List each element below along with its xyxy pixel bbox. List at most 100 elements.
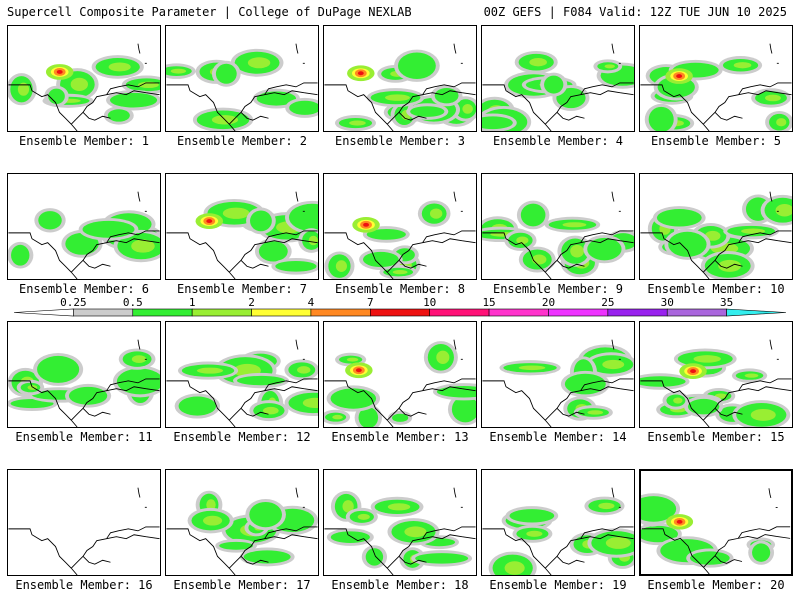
color-scale-label: 1: [189, 297, 196, 309]
scp-shading: [334, 49, 476, 131]
lake-outline: [453, 339, 463, 360]
coastline-border: [482, 230, 634, 279]
lake-outline: [611, 487, 621, 508]
coastline-border: [166, 230, 318, 279]
ensemble-member-label: Ensemble Member: 1: [18, 134, 150, 148]
ensemble-member-panel[interactable]: [7, 469, 161, 576]
color-scale-label: 10: [423, 297, 436, 309]
ensemble-member-panel[interactable]: [639, 173, 793, 280]
ensemble-member-panel[interactable]: [165, 469, 319, 576]
ensemble-member-panel[interactable]: [639, 469, 793, 576]
color-scale-label: 15: [482, 297, 495, 309]
lake-outline: [611, 191, 621, 212]
ensemble-member-panel[interactable]: [639, 321, 793, 428]
color-scale-label: 25: [601, 297, 614, 309]
coastline-border: [166, 526, 318, 575]
color-scale-swatch: [488, 308, 549, 317]
scp-shading: [195, 198, 318, 275]
ensemble-member-panel[interactable]: [323, 173, 477, 280]
lake-outline: [137, 487, 147, 508]
ensemble-member-label: Ensemble Member: 13: [331, 430, 469, 444]
valid-time-label: 00Z GEFS | F084 Valid: 12Z TUE JUN 10 20…: [483, 5, 787, 19]
lake-outline: [769, 339, 779, 360]
lake-outline: [769, 191, 779, 212]
coastline-border: [166, 82, 318, 131]
scp-map: [640, 191, 792, 279]
scp-map: [8, 43, 160, 131]
ensemble-member-label: Ensemble Member: 12: [173, 430, 311, 444]
color-scale-swatch: [191, 308, 252, 317]
ensemble-member-panel[interactable]: [639, 25, 793, 132]
ensemble-member-label: Ensemble Member: 15: [647, 430, 785, 444]
ensemble-member-label: Ensemble Member: 2: [176, 134, 308, 148]
color-scale-label: 20: [542, 297, 555, 309]
scp-map: [482, 43, 634, 131]
scp-shading: [326, 490, 473, 571]
lake-outline: [768, 488, 778, 509]
color-scale-swatch: [666, 308, 727, 317]
lake-outline: [295, 339, 305, 360]
coastline-border: [8, 526, 160, 575]
ensemble-member-label: Ensemble Member: 17: [173, 578, 311, 592]
coastline-border: [640, 378, 792, 427]
color-scale-swatch: [132, 308, 193, 317]
page-title: Supercell Composite Parameter | College …: [7, 5, 412, 19]
scp-shading: [644, 56, 792, 131]
scp-map: [166, 191, 318, 279]
coastline-border: [8, 378, 160, 427]
color-scale-swatch: [548, 308, 609, 317]
ensemble-member-panel[interactable]: [323, 25, 477, 132]
ensemble-member-label: Ensemble Member: 4: [492, 134, 624, 148]
ensemble-member-label: Ensemble Member: 3: [334, 134, 466, 148]
scp-shading: [324, 341, 476, 427]
coastline-border: [482, 82, 634, 131]
color-scale-swatch: [73, 308, 134, 317]
ensemble-member-panel[interactable]: [7, 173, 161, 280]
lake-outline: [137, 191, 147, 212]
scp-shading: [641, 493, 776, 568]
scp-map: [166, 43, 318, 131]
scp-map: [166, 487, 318, 575]
color-scale-label: 30: [661, 297, 674, 309]
scp-map: [8, 487, 160, 575]
lake-outline: [137, 43, 147, 64]
scp-shading: [8, 55, 160, 125]
ensemble-member-label: Ensemble Member: 11: [15, 430, 153, 444]
ensemble-member-panel[interactable]: [481, 25, 635, 132]
ensemble-member-panel[interactable]: [165, 321, 319, 428]
coastline-border: [482, 526, 634, 575]
coastline-border: [641, 526, 791, 574]
scp-shading: [324, 200, 451, 279]
color-scale-swatch: [607, 308, 668, 317]
ensemble-member-panel[interactable]: [7, 321, 161, 428]
scp-map: [640, 339, 792, 427]
ensemble-member-label: Ensemble Member: 19: [489, 578, 627, 592]
ensemble-member-panel[interactable]: [481, 469, 635, 576]
scp-map: [8, 339, 160, 427]
ensemble-member-panel[interactable]: [323, 321, 477, 428]
ensemble-member-panel[interactable]: [323, 469, 477, 576]
lake-outline: [295, 191, 305, 212]
color-scale-label: 0.25: [60, 297, 87, 309]
lake-outline: [295, 43, 305, 64]
ensemble-member-panel[interactable]: [165, 25, 319, 132]
coastline-border: [8, 82, 160, 131]
lake-outline: [453, 43, 463, 64]
ensemble-member-label: Ensemble Member: 5: [650, 134, 782, 148]
scp-shading: [187, 490, 318, 567]
lake-outline: [453, 191, 463, 212]
ensemble-member-panel[interactable]: [7, 25, 161, 132]
ensemble-member-panel[interactable]: [165, 173, 319, 280]
scp-shading: [482, 50, 634, 131]
coastline-border: [166, 378, 318, 427]
ensemble-member-panel[interactable]: [481, 321, 635, 428]
color-scale-swatch: [310, 308, 371, 317]
scp-shading: [640, 348, 791, 427]
color-scale-swatch: [726, 308, 787, 317]
scp-map: [640, 43, 792, 131]
lake-outline: [453, 487, 463, 508]
ensemble-member-label: Ensemble Member: 14: [489, 430, 627, 444]
scp-map: [324, 339, 476, 427]
ensemble-member-panel[interactable]: [481, 173, 635, 280]
